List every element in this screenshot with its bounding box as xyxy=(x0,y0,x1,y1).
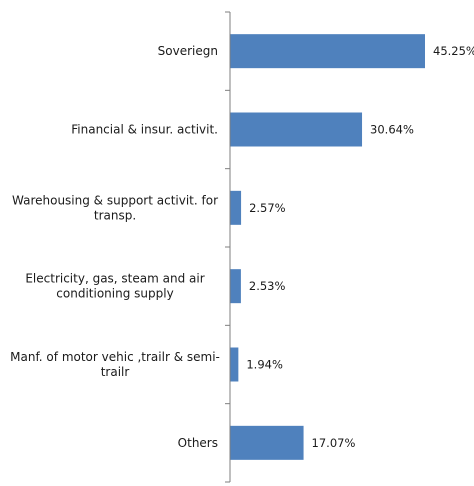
data-label: 45.25% xyxy=(433,44,474,58)
category-labels: Soveriegn Financial & insur. activit. Ware… xyxy=(10,44,220,450)
category-label: Financial & insur. activit. xyxy=(71,123,218,137)
data-label: 2.53% xyxy=(249,279,286,293)
bar xyxy=(230,34,425,69)
bar xyxy=(230,347,239,382)
data-labels: 45.25% 30.64% 2.57% 2.53% 1.94% 17.07% xyxy=(246,44,474,450)
category-label: Warehousing & support activit. for transp… xyxy=(12,193,218,222)
bars xyxy=(230,34,425,460)
bar xyxy=(230,190,242,225)
category-label: Electricity, gas, steam and air condition… xyxy=(25,272,204,301)
data-label: 2.57% xyxy=(249,201,286,215)
bar xyxy=(230,269,241,304)
category-label: Others xyxy=(178,436,218,450)
category-label: Manf. of motor vehic ,trailr & semi-trai… xyxy=(10,350,220,379)
data-label: 17.07% xyxy=(312,436,356,450)
data-label: 30.64% xyxy=(370,123,414,137)
axis-ticks xyxy=(225,11,230,483)
category-label: Soveriegn xyxy=(158,44,218,58)
bar xyxy=(230,425,304,460)
bar xyxy=(230,112,363,147)
data-label: 1.94% xyxy=(246,358,283,372)
